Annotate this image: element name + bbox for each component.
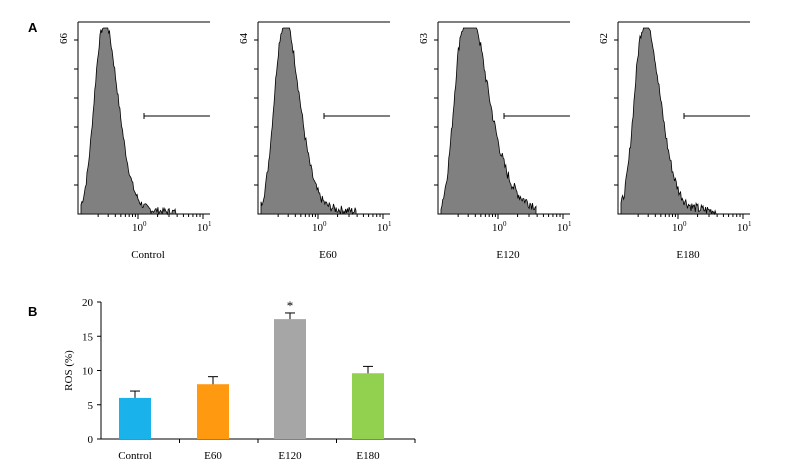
y-max-label: 66	[58, 33, 70, 45]
y-tick-label: 5	[88, 400, 94, 412]
bar-e60	[197, 384, 229, 439]
x-tick-label: 101	[557, 220, 572, 234]
x-tick-label: E120	[278, 450, 302, 462]
histogram-panel-control: 100 101 66 Control	[58, 21, 212, 261]
histogram-area	[80, 27, 177, 216]
y-max-label: 62	[598, 33, 610, 44]
histogram-panel-e120: 100 101 63 E120	[418, 21, 572, 261]
bar-chart: 0 5 10 15 20 ROS (%) Control E60 * E120 E180	[63, 297, 416, 462]
x-tick-label: Control	[118, 450, 152, 462]
histogram-panel-e180: 100 101 62 E180	[598, 21, 752, 261]
y-tick-label: 0	[88, 434, 94, 446]
y-tick-label: 10	[82, 366, 94, 378]
bar-e180	[352, 373, 384, 439]
histogram-area	[440, 27, 537, 215]
histogram-area	[620, 27, 717, 216]
y-max-label: 64	[238, 33, 250, 45]
panel-b-label: B	[28, 304, 38, 319]
x-tick-label: 101	[737, 220, 752, 234]
histogram-label: E60	[319, 249, 337, 261]
x-tick-label: E60	[204, 450, 222, 462]
histogram-label: E180	[676, 249, 700, 261]
x-tick-label: 101	[377, 220, 392, 234]
bar-e120	[274, 319, 306, 439]
histogram-panel-e60: 100 101 64 E60	[238, 21, 392, 261]
y-max-label: 63	[418, 33, 430, 45]
x-tick-label: E180	[356, 450, 380, 462]
x-tick-label: 101	[197, 220, 212, 234]
histogram-label: E120	[496, 249, 520, 261]
x-tick-label: 100	[312, 220, 327, 234]
y-axis-label: ROS (%)	[63, 350, 75, 391]
y-tick-label: 15	[82, 331, 94, 343]
histogram-area	[260, 27, 357, 216]
x-tick-label: 100	[672, 220, 687, 234]
bar-control	[119, 397, 151, 439]
x-tick-label: 100	[132, 220, 147, 234]
panel-a-label: A	[28, 20, 38, 35]
x-tick-label: 100	[492, 220, 507, 234]
y-tick-label: 20	[82, 297, 94, 309]
histogram-label: Control	[131, 249, 165, 261]
significance-mark: *	[287, 298, 294, 313]
